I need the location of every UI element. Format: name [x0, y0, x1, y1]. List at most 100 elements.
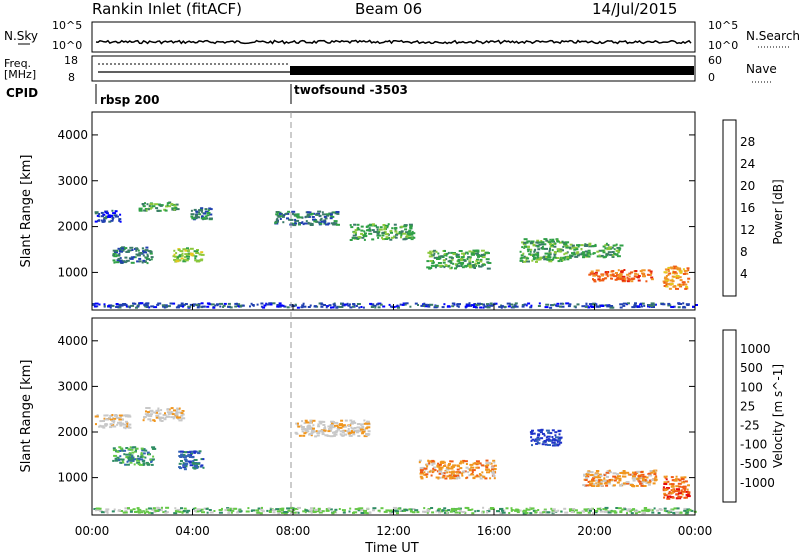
data-cell [252, 304, 255, 307]
data-cell [336, 212, 340, 215]
data-cell [314, 510, 317, 513]
data-cell [516, 511, 520, 514]
data-cell [399, 509, 402, 512]
data-cell [464, 305, 468, 308]
data-cell [368, 232, 373, 235]
data-cell [418, 459, 422, 462]
data-cell [578, 253, 583, 256]
nsearch-label: N.Search [746, 29, 800, 43]
data-cell [455, 253, 460, 256]
data-cell [665, 275, 668, 277]
data-cell [377, 306, 381, 309]
data-cell [290, 510, 293, 513]
data-cell [245, 510, 250, 513]
data-cell [138, 257, 142, 260]
data-cell [330, 222, 335, 225]
data-cell [114, 214, 118, 217]
data-cell [170, 416, 175, 419]
data-cell [379, 226, 383, 229]
data-cell [428, 462, 431, 465]
data-cell [461, 474, 464, 477]
data-cell [202, 218, 205, 221]
data-cell [535, 260, 538, 263]
data-cell [178, 254, 182, 257]
data-cell [433, 249, 437, 252]
data-cell [98, 507, 102, 510]
data-cell [104, 424, 108, 427]
data-cell [603, 482, 608, 485]
data-cell [306, 426, 311, 428]
data-cell [289, 218, 294, 221]
data-cell [260, 305, 263, 308]
data-cell [308, 213, 313, 216]
data-cell [457, 262, 460, 265]
data-cell [145, 257, 149, 260]
data-cell [393, 227, 396, 230]
data-cell [523, 255, 526, 258]
data-cell [272, 302, 276, 305]
data-cell [321, 510, 325, 513]
data-cell [605, 254, 609, 257]
data-cell [585, 302, 588, 305]
data-cell [452, 302, 456, 305]
data-cell [679, 279, 683, 282]
data-cell [474, 267, 476, 269]
data-cell [664, 279, 669, 282]
data-cell [249, 305, 251, 308]
data-cell [199, 509, 202, 512]
data-cell [360, 509, 365, 512]
data-cell [609, 306, 614, 309]
data-cell [574, 255, 579, 258]
data-cell [130, 304, 135, 307]
data-cell [659, 508, 663, 511]
data-cell [111, 414, 114, 416]
data-cell [145, 508, 148, 511]
data-cell [682, 273, 686, 275]
data-cell [683, 509, 687, 512]
data-cell [471, 304, 476, 307]
data-cell [180, 460, 183, 462]
data-cell [180, 414, 184, 417]
data-cell [216, 304, 219, 307]
data-cell [150, 258, 153, 261]
data-cell [276, 211, 279, 214]
data-cell [610, 246, 614, 249]
data-cell [294, 222, 297, 225]
data-cell [603, 510, 608, 513]
data-cell [589, 253, 592, 256]
data-cell [109, 426, 113, 429]
data-cell [390, 236, 394, 239]
data-cell [471, 252, 475, 255]
data-cell [684, 510, 689, 512]
data-cell [672, 489, 675, 492]
data-cell [400, 236, 402, 239]
data-cell [600, 254, 604, 257]
data-cell [500, 509, 504, 512]
data-cell [604, 508, 608, 511]
y-tick-label: 4000 [57, 128, 88, 142]
data-cell [306, 213, 310, 216]
power-ylabel: Slant Range [km] [19, 155, 34, 268]
data-cell [684, 283, 688, 286]
data-cell [128, 423, 132, 426]
freq-label: Freq. [4, 57, 31, 70]
data-cell [607, 482, 611, 485]
data-cell [527, 302, 531, 305]
data-cell [177, 411, 182, 414]
data-cell [594, 243, 597, 246]
data-cell [637, 475, 642, 478]
data-cell [113, 454, 118, 457]
data-cell [486, 510, 491, 513]
data-cell [493, 477, 496, 480]
data-cell [379, 303, 383, 306]
data-cell [185, 253, 189, 256]
data-cell [468, 250, 472, 253]
data-cell [669, 511, 673, 513]
data-cell [424, 303, 428, 306]
data-cell [639, 270, 643, 273]
data-cell [475, 466, 479, 469]
data-cell [450, 471, 455, 474]
data-cell [438, 470, 443, 473]
data-cell [526, 508, 531, 511]
data-cell [126, 460, 129, 463]
